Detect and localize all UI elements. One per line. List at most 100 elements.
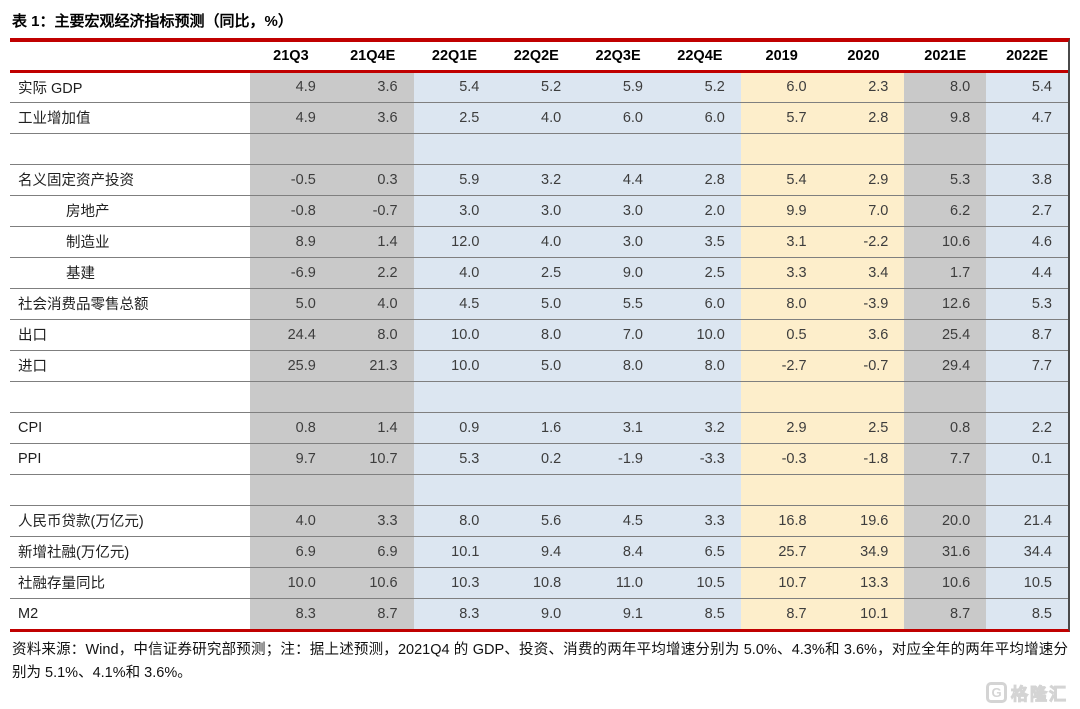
cell: 3.0	[577, 195, 659, 227]
cell: 2.8	[658, 164, 741, 196]
row-label: 社融存量同比	[10, 567, 250, 599]
row-label: 名义固定资产投资	[10, 164, 250, 196]
cell: 2.8	[822, 102, 905, 134]
table-head: 21Q3 21Q4E 22Q1E 22Q2E 22Q3E 22Q4E 2019 2020 202…	[10, 42, 1068, 73]
cell: 8.5	[986, 598, 1068, 629]
table-row-spacer	[10, 474, 1068, 506]
table-row-进口: 进口 25.9 21.3 10.0 5.0 8.0 8.0 -2.7 -0.7 29.4 7.7	[10, 350, 1068, 382]
cell: 7.7	[986, 350, 1068, 382]
cell: 4.9	[250, 102, 332, 134]
cell	[740, 474, 823, 506]
cell: 11.0	[577, 567, 659, 599]
cell	[413, 133, 496, 165]
cell: 0.9	[413, 412, 496, 444]
cell: 8.0	[740, 288, 823, 320]
cell: 3.6	[331, 102, 414, 134]
cell: -1.9	[577, 443, 659, 475]
cell: 5.7	[740, 102, 823, 134]
cell: 9.1	[577, 598, 659, 629]
cell: -0.5	[250, 164, 332, 196]
row-label: CPI	[10, 412, 250, 444]
cell: 5.9	[577, 71, 659, 103]
cell: 10.0	[413, 350, 496, 382]
cell: 29.4	[904, 350, 987, 382]
cell: -2.2	[822, 226, 905, 258]
cell: 2.2	[986, 412, 1068, 444]
cell: 13.3	[822, 567, 905, 599]
row-label: 制造业	[10, 226, 250, 258]
cell	[495, 381, 578, 413]
row-label	[10, 474, 250, 506]
cell: 5.0	[495, 288, 578, 320]
cell	[577, 474, 659, 506]
cell: 5.4	[413, 71, 496, 103]
cell: 10.5	[658, 567, 741, 599]
cell: 1.7	[904, 257, 987, 289]
cell: 3.2	[495, 164, 578, 196]
cell: 2.5	[495, 257, 578, 289]
cell: 9.7	[250, 443, 332, 475]
cell: 8.0	[577, 350, 659, 382]
cell: 0.1	[986, 443, 1068, 475]
cell	[904, 474, 987, 506]
cell: 1.6	[495, 412, 578, 444]
cell: 6.5	[658, 536, 741, 568]
cell: 3.6	[331, 71, 414, 103]
cell: -6.9	[250, 257, 332, 289]
row-label: 社会消费品零售总额	[10, 288, 250, 320]
cell	[495, 474, 578, 506]
gelonghui-logo-icon: G	[986, 682, 1007, 703]
cell: 3.3	[331, 505, 414, 537]
cell: -0.3	[740, 443, 823, 475]
cell: 5.0	[250, 288, 332, 320]
cell: 4.6	[986, 226, 1068, 258]
cell: 4.0	[413, 257, 496, 289]
cell: 8.0	[904, 71, 987, 103]
cell: 6.9	[331, 536, 414, 568]
table-row-spacer	[10, 133, 1068, 165]
cell: 0.5	[740, 319, 823, 351]
cell: 10.5	[986, 567, 1068, 599]
cell: 0.8	[904, 412, 987, 444]
cell: 7.0	[577, 319, 659, 351]
cell: 8.7	[986, 319, 1068, 351]
cell: 2.7	[986, 195, 1068, 227]
cell	[822, 381, 905, 413]
table-body: 实际 GDP 4.9 3.6 5.4 5.2 5.9 5.2 6.0 2.3 8.0 5.4 工业增加…	[10, 71, 1068, 629]
cell: -3.9	[822, 288, 905, 320]
table-row-spacer	[10, 381, 1068, 413]
cell: 10.7	[740, 567, 823, 599]
cell: 8.7	[740, 598, 823, 629]
cell: 12.6	[904, 288, 987, 320]
cell: -1.8	[822, 443, 905, 475]
column-header-22Q1E: 22Q1E	[413, 42, 496, 73]
cell: 10.0	[413, 319, 496, 351]
cell: 2.5	[413, 102, 496, 134]
cell: 0.2	[495, 443, 578, 475]
table-row-新增社融(万亿元): 新增社融(万亿元) 6.9 6.9 10.1 9.4 8.4 6.5 25.7 34.9 31.6…	[10, 536, 1068, 568]
cell: 5.3	[986, 288, 1068, 320]
cell: 3.0	[577, 226, 659, 258]
cell: 8.9	[250, 226, 332, 258]
cell: 20.0	[904, 505, 987, 537]
cell: 3.8	[986, 164, 1068, 196]
table-row-M2: M2 8.3 8.7 8.3 9.0 9.1 8.5 8.7 10.1 8.7 8.5	[10, 598, 1068, 629]
table-row-CPI: CPI 0.8 1.4 0.9 1.6 3.1 3.2 2.9 2.5 0.8 2.2	[10, 412, 1068, 444]
cell: 8.3	[413, 598, 496, 629]
row-label: M2	[10, 598, 250, 629]
cell: 2.2	[331, 257, 414, 289]
cell: 4.4	[986, 257, 1068, 289]
column-header-22Q2E: 22Q2E	[495, 42, 578, 73]
cell: 4.5	[413, 288, 496, 320]
cell: 10.3	[413, 567, 496, 599]
cell: 5.0	[495, 350, 578, 382]
cell: 1.4	[331, 412, 414, 444]
cell: 10.6	[904, 226, 987, 258]
cell	[331, 381, 414, 413]
row-label: 人民币贷款(万亿元)	[10, 505, 250, 537]
cell: 10.8	[495, 567, 578, 599]
cell: 3.5	[658, 226, 741, 258]
cell: 21.3	[331, 350, 414, 382]
cell: 31.6	[904, 536, 987, 568]
cell	[822, 133, 905, 165]
